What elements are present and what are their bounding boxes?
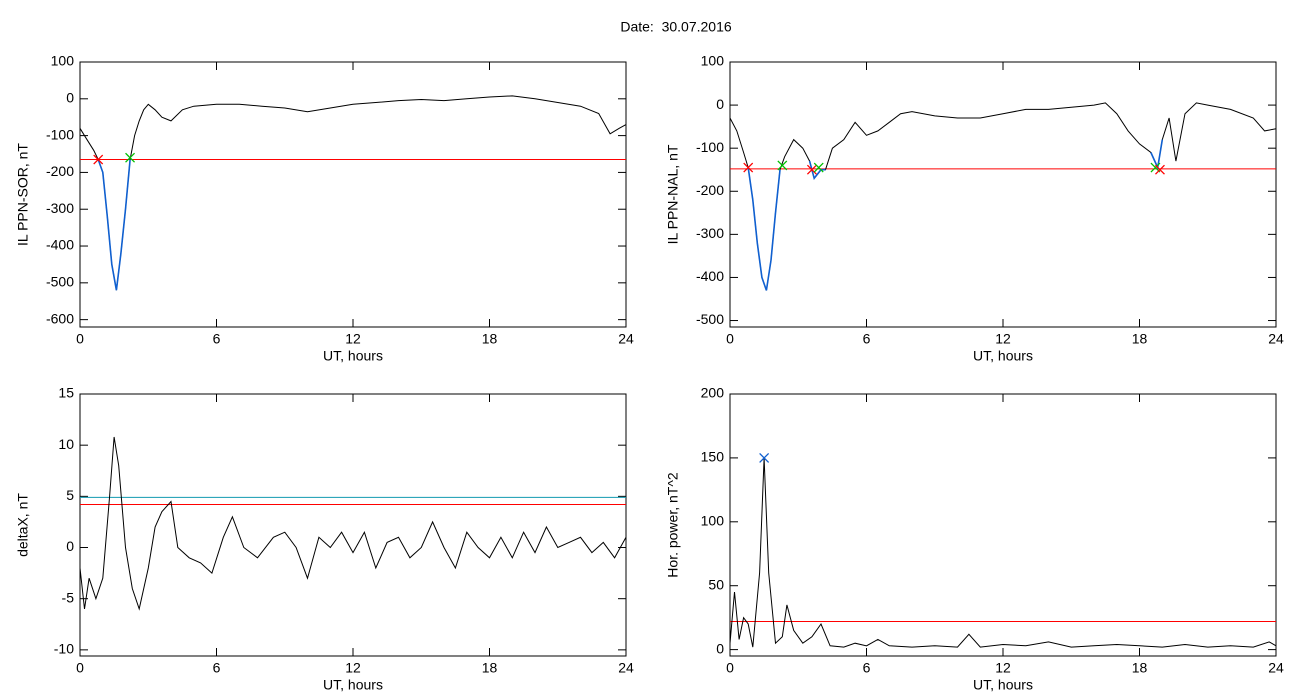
data-line <box>79 95 627 291</box>
y-tick-label: -300 <box>46 200 74 216</box>
x-tick-label: 6 <box>863 331 871 347</box>
y-tick-label: 200 <box>701 385 725 401</box>
figure-title: Date: 30.07.2016 <box>620 19 732 35</box>
y-tick-label: 10 <box>58 436 74 452</box>
y-tick-label: -600 <box>46 310 74 326</box>
x-tick-label: 6 <box>213 660 221 676</box>
x-tick-label: 6 <box>863 660 871 676</box>
y-tick-label: -100 <box>696 139 724 155</box>
x-tick-label: 18 <box>482 331 498 347</box>
event-marker <box>759 452 770 463</box>
y-tick-label: -200 <box>46 163 74 179</box>
x-tick-label: 18 <box>1132 660 1148 676</box>
x-tick-label: 24 <box>1268 331 1284 347</box>
y-tick-label: 150 <box>701 449 725 465</box>
y-tick-label: -10 <box>54 641 74 657</box>
event-marker <box>125 152 136 163</box>
y-tick-label: 0 <box>716 96 724 112</box>
x-axis-label: UT, hours <box>973 677 1033 693</box>
data-line <box>97 159 131 291</box>
y-tick-label: -500 <box>696 311 724 327</box>
y-tick-label: 0 <box>66 90 74 106</box>
x-tick-label: 0 <box>726 331 734 347</box>
x-tick-label: 18 <box>482 660 498 676</box>
y-tick-label: 0 <box>66 538 74 554</box>
y-tick-label: -400 <box>696 268 724 284</box>
plot-frame <box>79 61 627 328</box>
x-tick-label: 12 <box>345 331 361 347</box>
x-tick-label: 24 <box>1268 660 1284 676</box>
y-tick-label: 50 <box>708 576 724 592</box>
y-tick-label: -200 <box>696 182 724 198</box>
event-marker <box>93 154 104 165</box>
event-marker <box>806 164 817 175</box>
x-tick-label: 24 <box>618 331 634 347</box>
y-axis-label: IL PPN-NAL, nT <box>665 144 681 244</box>
x-axis-label: UT, hours <box>323 348 383 364</box>
y-axis-label: deltaX, nT <box>15 493 31 557</box>
x-tick-label: 0 <box>726 660 734 676</box>
y-tick-label: 100 <box>51 53 75 69</box>
data-line <box>79 436 627 611</box>
y-axis-label: Hor. power, nT^2 <box>665 472 681 578</box>
event-marker <box>777 160 788 171</box>
event-marker <box>743 162 754 173</box>
x-axis-label: UT, hours <box>973 348 1033 364</box>
event-marker <box>1155 164 1165 175</box>
x-tick-label: 6 <box>213 331 221 347</box>
y-tick-label: 15 <box>58 385 74 401</box>
x-tick-label: 12 <box>345 660 361 676</box>
data-line <box>729 102 1277 291</box>
x-tick-label: 0 <box>76 660 84 676</box>
x-tick-label: 12 <box>995 331 1011 347</box>
y-tick-label: -300 <box>696 225 724 241</box>
data-line <box>747 139 1164 291</box>
x-tick-label: 0 <box>76 331 84 347</box>
plot-frame <box>729 393 1277 657</box>
y-tick-label: 100 <box>701 53 725 69</box>
y-axis-label: IL PPN-SOR, nT <box>15 143 31 246</box>
y-tick-label: 5 <box>66 487 74 503</box>
data-line <box>729 457 1277 648</box>
x-tick-label: 24 <box>618 660 634 676</box>
plot-frame <box>729 61 1277 328</box>
y-tick-label: -400 <box>46 237 74 253</box>
y-tick-label: -100 <box>46 126 74 142</box>
y-tick-label: -500 <box>46 274 74 290</box>
x-tick-label: 18 <box>1132 331 1148 347</box>
x-tick-label: 12 <box>995 660 1011 676</box>
y-tick-label: 0 <box>716 640 724 656</box>
plot-frame <box>79 393 627 657</box>
y-tick-label: -5 <box>62 589 75 605</box>
event-marker <box>813 162 824 173</box>
x-axis-label: UT, hours <box>323 677 383 693</box>
y-tick-label: 100 <box>701 513 725 529</box>
